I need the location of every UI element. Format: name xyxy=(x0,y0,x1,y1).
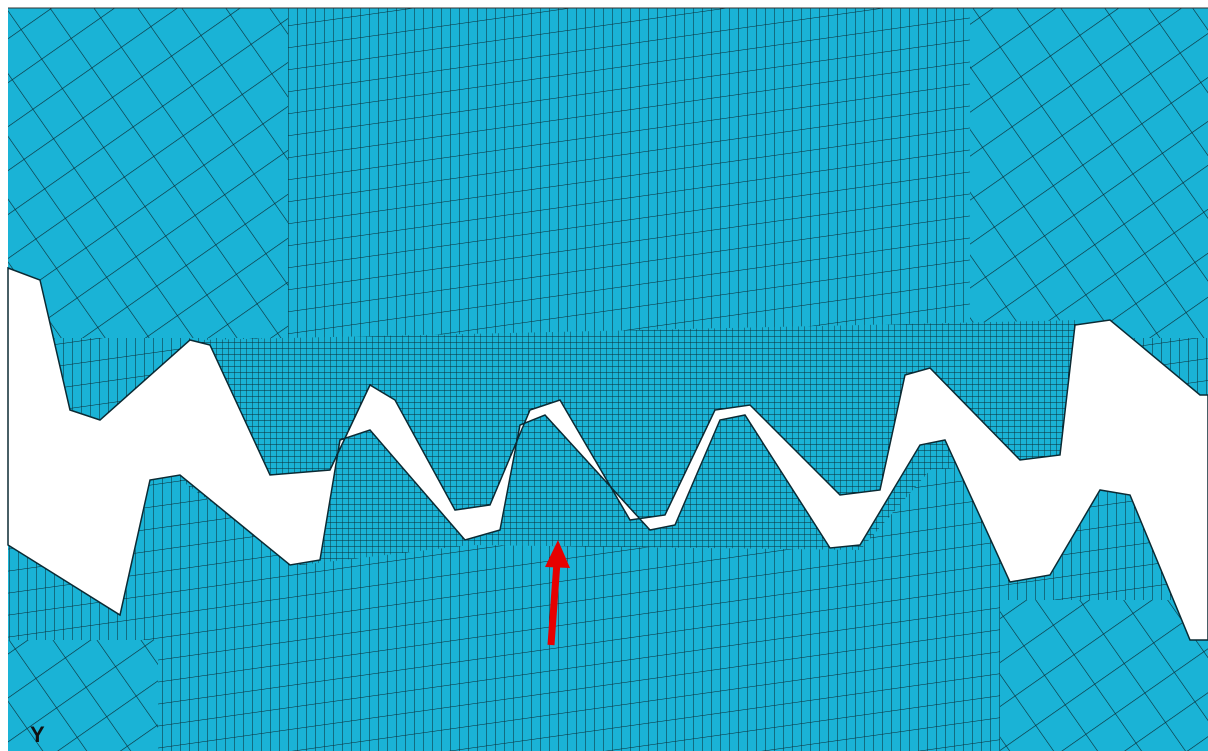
coarse-mesh xyxy=(8,640,158,751)
red-arrow xyxy=(545,540,570,646)
coarse-mesh xyxy=(8,8,288,338)
axis-label: Y xyxy=(30,722,45,747)
coarse-mesh xyxy=(970,8,1208,338)
gear-gap xyxy=(7,266,1208,641)
coarse-mesh xyxy=(1000,600,1208,751)
